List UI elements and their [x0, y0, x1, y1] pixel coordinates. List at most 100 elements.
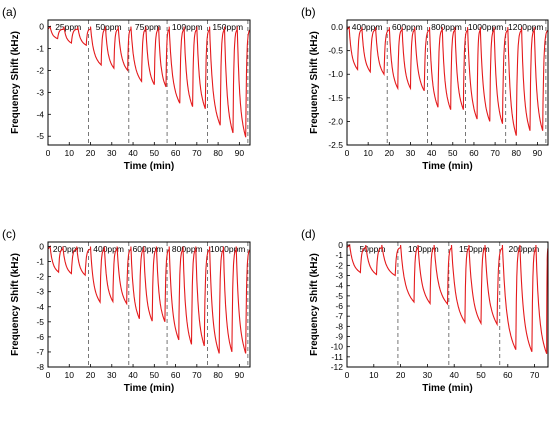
- y-tick-label: -2.5: [328, 140, 343, 150]
- x-tick-label: 10: [65, 148, 75, 158]
- plot-frame: [346, 19, 549, 146]
- x-tick-label: 30: [107, 370, 117, 380]
- concentration-label: 400ppm: [352, 22, 383, 32]
- x-axis-title: Time (min): [124, 161, 174, 172]
- y-tick-label: 0.0: [331, 22, 343, 32]
- panel-label: (b): [301, 5, 316, 19]
- x-tick-label: 20: [86, 370, 96, 380]
- plot-frame: [47, 241, 251, 368]
- x-tick-label: 50: [448, 148, 458, 158]
- concentration-label: 400ppm: [93, 244, 124, 254]
- plot-frame: [346, 241, 549, 368]
- x-tick-label: 60: [503, 370, 513, 380]
- panel-label: (c): [2, 227, 16, 241]
- x-tick-label: 60: [171, 370, 181, 380]
- y-tick-label: -8: [36, 362, 44, 372]
- y-tick-label: -10: [331, 342, 344, 352]
- x-tick-label: 60: [171, 148, 181, 158]
- y-tick-label: -2: [335, 260, 343, 270]
- y-tick-label: -2.0: [328, 116, 343, 126]
- y-tick-label: -5: [36, 131, 44, 141]
- x-tick-label: 30: [107, 148, 117, 158]
- x-tick-label: 0: [46, 370, 51, 380]
- concentration-label: 50ppm: [359, 244, 385, 254]
- x-tick-label: 70: [530, 370, 540, 380]
- concentration-label: 150ppm: [212, 22, 243, 32]
- y-axis-title: Frequency Shift (kHz): [10, 31, 21, 134]
- response-series-line: [346, 25, 549, 136]
- x-tick-label: 50: [150, 370, 160, 380]
- x-tick-label: 50: [476, 370, 486, 380]
- concentration-label: 100ppm: [408, 244, 439, 254]
- x-tick-label: 50: [150, 148, 160, 158]
- x-tick-label: 20: [396, 370, 406, 380]
- y-axis-title: Frequency Shift (kHz): [309, 31, 320, 134]
- y-tick-label: -0.5: [328, 46, 343, 56]
- y-tick-label: -8: [335, 321, 343, 331]
- x-tick-label: 90: [235, 148, 245, 158]
- x-axis-title: Time (min): [422, 161, 472, 172]
- y-tick-label: 0: [39, 242, 44, 252]
- x-axis-title: Time (min): [124, 383, 174, 394]
- response-series-line: [47, 245, 251, 354]
- x-tick-label: 30: [406, 148, 416, 158]
- y-tick-label: -4: [36, 302, 44, 312]
- x-tick-label: 80: [512, 148, 522, 158]
- x-tick-label: 0: [345, 148, 350, 158]
- panel-label: (d): [301, 227, 316, 241]
- x-tick-label: 20: [385, 148, 395, 158]
- y-tick-label: -2: [36, 65, 44, 75]
- y-tick-label: 0: [39, 22, 44, 32]
- concentration-label: 1000ppm: [210, 244, 245, 254]
- panel-a: 25ppm 50ppm 75ppm 100ppm 150ppm 0 10 20 30 40 50 60…: [2, 5, 251, 172]
- y-axis-title: Frequency Shift (kHz): [309, 253, 320, 356]
- y-tick-label: -2: [36, 272, 44, 282]
- y-tick-label: -1.5: [328, 93, 343, 103]
- x-tick-label: 70: [192, 148, 202, 158]
- y-tick-label: -5: [36, 317, 44, 327]
- x-tick-label: 40: [427, 148, 437, 158]
- x-tick-label: 70: [192, 370, 202, 380]
- panel-label: (a): [2, 5, 17, 19]
- x-tick-label: 10: [65, 370, 75, 380]
- y-tick-label: -3: [335, 271, 343, 281]
- y-tick-label: -6: [335, 301, 343, 311]
- x-tick-label: 10: [363, 148, 373, 158]
- concentration-label: 600ppm: [392, 22, 423, 32]
- concentration-label: 50ppm: [96, 22, 122, 32]
- response-series-line: [346, 243, 549, 354]
- x-tick-label: 40: [128, 148, 138, 158]
- y-tick-label: -3: [36, 287, 44, 297]
- panel-b: 400ppm 600ppm 800ppm 1000ppm 1200ppm 0 10 20 30 4…: [301, 5, 549, 172]
- plot-frame: [47, 19, 251, 146]
- response-series-line: [47, 25, 251, 138]
- x-tick-label: 90: [533, 148, 543, 158]
- y-tick-label: -1.0: [328, 69, 343, 79]
- concentration-label: 800ppm: [172, 244, 203, 254]
- y-tick-label: -4: [335, 281, 343, 291]
- x-tick-label: 60: [469, 148, 479, 158]
- concentration-label: 100ppm: [172, 22, 203, 32]
- concentration-label: 25ppm: [55, 22, 81, 32]
- concentration-label: 600ppm: [133, 244, 164, 254]
- y-tick-label: -11: [331, 352, 343, 362]
- y-tick-label: 0: [338, 240, 343, 250]
- y-tick-label: -3: [36, 87, 44, 97]
- x-tick-label: 80: [213, 370, 223, 380]
- y-tick-label: -7: [335, 311, 343, 321]
- x-tick-label: 80: [213, 148, 223, 158]
- concentration-label: 200ppm: [509, 244, 540, 254]
- x-tick-label: 90: [235, 370, 245, 380]
- concentration-label: 800ppm: [431, 22, 462, 32]
- y-tick-label: -1: [36, 257, 44, 267]
- y-tick-label: -7: [36, 347, 44, 357]
- x-tick-label: 20: [86, 148, 96, 158]
- x-axis-title: Time (min): [422, 383, 472, 394]
- x-tick-label: 10: [369, 370, 379, 380]
- x-tick-label: 30: [423, 370, 433, 380]
- y-tick-label: -12: [331, 362, 344, 372]
- y-tick-label: -6: [36, 332, 44, 342]
- x-tick-label: 70: [490, 148, 500, 158]
